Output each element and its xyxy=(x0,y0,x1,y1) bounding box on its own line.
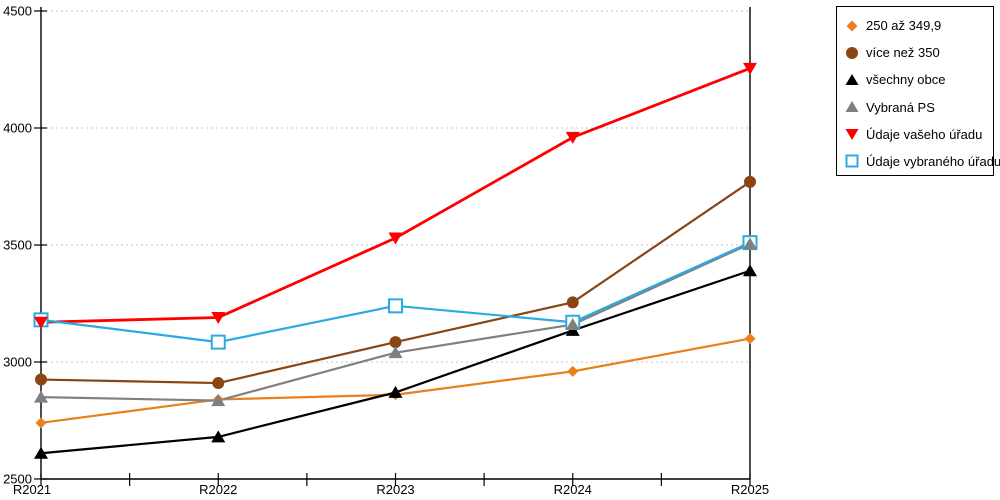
legend-item: Údaje vybraného úřadu xyxy=(844,148,1000,175)
marker-triangle-down xyxy=(34,316,48,329)
y-tick-label: 4500 xyxy=(3,4,32,19)
marker-triangle-up xyxy=(743,264,757,277)
legend-label: 250 až 349,9 xyxy=(866,18,942,34)
y-tick-label: 3500 xyxy=(3,238,32,253)
legend-item: Údaje vašeho úřadu xyxy=(844,121,993,148)
marker-diamond xyxy=(35,417,47,429)
y-tick-label: 2500 xyxy=(3,472,32,487)
marker-square-open xyxy=(388,298,403,314)
marker-circle xyxy=(212,377,225,390)
legend-marker-triangle-up-icon xyxy=(845,73,859,85)
marker-diamond xyxy=(567,365,579,377)
marker-triangle-down xyxy=(743,62,757,75)
legend-label: všechny obce xyxy=(866,72,946,88)
marker-triangle-up xyxy=(34,446,48,459)
legend-marker-diamond-icon xyxy=(846,20,858,32)
marker-circle xyxy=(744,175,756,188)
series-line-vybraná-ps xyxy=(40,242,751,402)
x-tick-label: R2025 xyxy=(731,482,769,497)
legend-marker-square-open-icon xyxy=(845,154,859,168)
marker-triangle-down xyxy=(388,232,403,245)
legend-item: Vybraná PS xyxy=(844,94,993,121)
legend-item: více než 350 xyxy=(844,39,993,66)
marker-triangle-up xyxy=(211,394,226,407)
legend-marker-triangle-up-icon xyxy=(845,101,859,113)
legend: 250 až 349,9 více než 350 všechny obce Vybr… xyxy=(836,6,1000,176)
series-line-údaje-vašeho-úřadu xyxy=(40,67,751,324)
x-tick-label: R2023 xyxy=(376,482,414,497)
marker-triangle-down xyxy=(565,131,580,144)
y-tick-label: 4000 xyxy=(3,121,32,136)
marker-diamond xyxy=(744,333,756,345)
marker-circle xyxy=(389,336,402,349)
x-tick-label: R2024 xyxy=(554,482,592,497)
y-tick-label: 3000 xyxy=(3,355,32,370)
x-tick-label: R2021 xyxy=(13,482,51,497)
legend-label: více než 350 xyxy=(866,45,940,61)
legend-label: Údaje vybraného úřadu xyxy=(866,153,1000,169)
marker-square-open xyxy=(210,334,226,350)
legend-marker-circle-icon xyxy=(846,46,858,59)
legend-item: 250 až 349,9 xyxy=(844,12,993,39)
legend-label: Vybraná PS xyxy=(866,99,935,115)
marker-triangle-up xyxy=(211,430,226,443)
marker-triangle-up xyxy=(388,346,403,359)
marker-triangle-up xyxy=(34,390,48,403)
marker-circle xyxy=(35,373,47,386)
marker-triangle-down xyxy=(211,312,226,325)
marker-triangle-up xyxy=(743,237,757,250)
marker-triangle-up xyxy=(565,318,580,331)
marker-circle xyxy=(566,296,579,309)
legend-item: všechny obce xyxy=(844,66,993,93)
x-tick-label: R2022 xyxy=(199,482,237,497)
legend-marker-triangle-down-icon xyxy=(845,129,859,141)
legend-label: Údaje vašeho úřadu xyxy=(866,126,983,142)
marker-triangle-up xyxy=(388,385,403,398)
